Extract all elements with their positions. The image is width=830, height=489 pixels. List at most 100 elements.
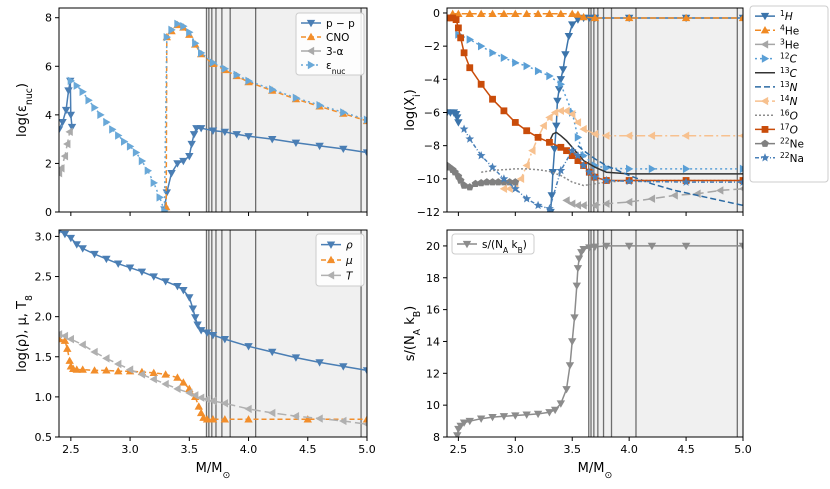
data-point (550, 406, 560, 415)
legend-label: 17O (780, 122, 798, 137)
y-tick-label: 0 (45, 206, 52, 219)
x-axis-labels: M/M⊙ M/M⊙ (196, 461, 613, 481)
data-point (647, 194, 656, 203)
data-point (465, 134, 475, 143)
data-point (624, 242, 634, 251)
y-tick-label: −4 (424, 73, 440, 86)
legend-marker (326, 241, 336, 249)
data-point (189, 131, 199, 139)
data-point (168, 25, 176, 35)
data-point (579, 124, 587, 134)
data-point (603, 163, 611, 173)
data-point (556, 106, 564, 116)
legend-label: T (346, 270, 354, 282)
data-point (449, 14, 457, 22)
legend: s/(NA kB) (451, 233, 535, 255)
plot-area (453, 230, 743, 437)
data-point (488, 162, 497, 171)
data-point (191, 391, 199, 400)
data-point (65, 356, 74, 364)
data-point (196, 125, 206, 133)
data-point (109, 125, 117, 134)
legend-marker (761, 54, 770, 63)
data-point (126, 142, 135, 151)
legend: ρμT (315, 233, 365, 287)
data-point (456, 176, 465, 184)
y-axis-label: log(εnuc) (15, 83, 35, 137)
x-axis-label: M/M⊙ (578, 461, 613, 481)
data-point (488, 178, 497, 186)
legend-label: CNO (326, 32, 349, 44)
data-point (102, 354, 110, 363)
data-point (500, 107, 508, 115)
data-point (144, 166, 153, 175)
data-point (186, 28, 194, 37)
data-point (179, 378, 188, 386)
data-point (362, 149, 367, 157)
y-tick-label: 14 (426, 335, 440, 348)
data-point (648, 164, 657, 174)
y-tick-label: 18 (426, 272, 440, 285)
data-point (59, 118, 67, 127)
data-point (466, 35, 474, 44)
data-point (738, 133, 743, 139)
data-point (511, 178, 520, 186)
data-point (562, 386, 571, 394)
y-tick-label: 12 (426, 367, 440, 380)
data-point (528, 146, 536, 155)
data-point (72, 365, 81, 373)
data-point (103, 117, 111, 127)
data-point (459, 419, 469, 427)
data-point (556, 400, 566, 408)
data-point (220, 335, 230, 344)
data-point (647, 242, 657, 251)
data-point (453, 114, 462, 122)
data-point (483, 178, 491, 186)
y-tick-label: 16 (426, 304, 440, 317)
data-point (460, 181, 468, 189)
data-point (590, 129, 599, 139)
data-point (522, 161, 530, 170)
data-point (738, 242, 743, 251)
x-tick-label: 2.5 (450, 443, 468, 456)
data-point (579, 12, 588, 21)
data-point (546, 138, 553, 146)
data-point (97, 110, 105, 120)
data-point (78, 245, 87, 253)
data-point (556, 76, 566, 84)
y-axis-label: s/(NA kB) (403, 306, 423, 362)
data-point (198, 48, 206, 58)
data-point (459, 124, 469, 133)
data-point (362, 421, 367, 427)
data-point (624, 197, 633, 207)
data-point (67, 76, 76, 86)
data-point (339, 363, 348, 371)
data-point (738, 177, 743, 186)
y-tick-label: −8 (424, 140, 440, 153)
data-point (550, 145, 559, 154)
data-point (568, 21, 577, 29)
data-point (550, 108, 559, 117)
data-point (565, 362, 575, 370)
data-point (547, 192, 556, 200)
x-tick-label: 4.0 (240, 443, 258, 456)
y-tick-label: 4 (45, 109, 52, 122)
data-point (191, 314, 200, 322)
data-point (192, 39, 200, 48)
data-point (60, 336, 70, 344)
x-tick-label: 4.5 (677, 443, 695, 456)
data-point (208, 415, 218, 423)
data-point (570, 314, 579, 322)
legend-label: 12C (780, 51, 798, 66)
data-point (681, 131, 690, 140)
x-axis-label: M/M⊙ (196, 461, 231, 481)
data-point (194, 402, 203, 410)
y-tick-label: 2 (45, 157, 52, 170)
x-tick-label: 2.5 (62, 443, 80, 456)
data-point (72, 241, 81, 249)
x-tick-label: 3.0 (121, 443, 139, 456)
data-point (522, 9, 531, 17)
y-tick-label: 10 (426, 399, 440, 412)
data-point (339, 145, 348, 154)
data-point (362, 415, 367, 423)
